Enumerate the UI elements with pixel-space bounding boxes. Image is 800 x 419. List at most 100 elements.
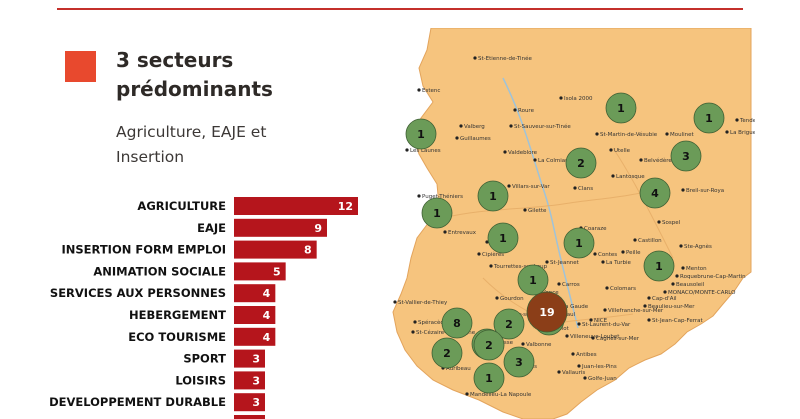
city-label: Valbonne [526, 342, 552, 348]
map-svg: St-Etienne-de-Tinée Isola 2000 Roure St-Sau… [392, 28, 755, 419]
city-label: Ste-Agnès [684, 243, 712, 250]
city-dot [459, 124, 463, 128]
city-dot [417, 194, 421, 198]
city-dot [571, 352, 575, 356]
city-label: Castillon [638, 238, 662, 244]
city-label: Antibes [576, 352, 597, 358]
city-label: St-Etienne-de-Tinée [478, 55, 532, 62]
city-dot [671, 282, 675, 286]
map-marker-count: 1 [655, 260, 663, 273]
bar-row: EAJE 9 [197, 218, 327, 237]
city-label: Gilette [528, 208, 547, 214]
city-label: Cipières [482, 251, 504, 258]
map-marker: 8 [441, 307, 473, 339]
city-label: Roure [518, 108, 535, 114]
city-dot [577, 322, 581, 326]
map-marker: 2 [565, 147, 597, 179]
bar [234, 284, 276, 303]
city-dot [573, 186, 577, 190]
map-marker: 3 [503, 346, 535, 378]
bar [234, 306, 276, 324]
map-marker: 1 [563, 227, 595, 259]
city-dot [665, 132, 669, 136]
bar [234, 327, 276, 346]
bar-value-label: 3 [252, 396, 260, 409]
map-marker: 2 [493, 308, 525, 340]
map-marker-count: 1 [417, 128, 425, 141]
city-dot [533, 158, 537, 162]
map-marker: 1 [477, 180, 509, 212]
city-label: La Gaude [562, 304, 589, 310]
city-label: Peille [626, 250, 641, 256]
city-dot [591, 336, 595, 340]
city-label: St-Sauveur-sur-Tinée [514, 123, 571, 130]
bar [234, 262, 286, 281]
city-label: Clans [578, 186, 593, 192]
map-marker-count: 2 [443, 347, 451, 360]
city-label: Biot [558, 326, 570, 332]
city-label: Puget-Théniers [422, 193, 463, 200]
map-marker-count: 1 [489, 190, 497, 203]
bar-row: SERVICES AUX PERSONNES 4 [50, 284, 276, 303]
city-label: Villeneuve-Loubet [570, 334, 620, 340]
bar-value-label: 8 [304, 244, 312, 257]
bar-value-label: 12 [338, 200, 353, 213]
bar-category-label: ECO TOURISME [128, 330, 226, 344]
city-label: Vallauris [562, 370, 585, 376]
city-dot [621, 250, 625, 254]
city-label: Juan-les-Pins [581, 364, 617, 370]
map-marker-count: 19 [539, 306, 554, 319]
map-marker-count: 1 [575, 237, 583, 250]
bar-category-label: ANIMATION SOCIALE [93, 264, 226, 278]
city-label: Les Launes [410, 148, 441, 154]
bar-row: ECO TOURISME 4 [128, 327, 276, 346]
city-label: St-Martin-de-Vésubie [600, 131, 658, 138]
city-label: Auribeau [446, 366, 471, 372]
bar-row: ANIMATION SOCIALE 5 [93, 262, 286, 281]
map-marker-count: 4 [651, 187, 659, 200]
bar-value-label: 5 [273, 265, 281, 278]
city-dot [633, 238, 637, 242]
map-marker: 2 [431, 337, 463, 369]
city-dot [577, 364, 581, 368]
city-dot [663, 290, 667, 294]
city-label: La Brigue [730, 130, 755, 136]
bar-value-label: 4 [263, 309, 271, 322]
bar-cut-off [234, 415, 265, 419]
city-label: Sospel [662, 220, 681, 226]
city-dot [593, 252, 597, 256]
city-label: St-Jean-Cap-Ferrat [652, 318, 704, 324]
map-marker: 1 [405, 118, 437, 150]
city-dot [473, 56, 477, 60]
city-dot [647, 318, 651, 322]
city-dot [647, 296, 651, 300]
city-dot [643, 304, 647, 308]
region-map: St-Etienne-de-Tinée Isola 2000 Roure St-Sau… [383, 28, 755, 419]
city-dot [605, 286, 609, 290]
map-marker-count: 2 [485, 339, 493, 352]
bar [234, 371, 265, 390]
bar-value-label: 3 [252, 374, 260, 387]
city-label: Villefranche-sur-Mer [608, 308, 664, 314]
map-marker-count: 1 [529, 274, 537, 287]
bar-category-label: SERVICES AUX PERSONNES [50, 286, 226, 300]
city-dot [443, 230, 447, 234]
bar-row: INSERTION FORM EMPLOI 8 [61, 240, 317, 259]
city-dot [601, 260, 605, 264]
map-marker: 3 [670, 140, 702, 172]
city-label: St-Laurent-du-Var [582, 322, 631, 328]
city-label: La Colmiane [538, 158, 573, 164]
city-label: Breil-sur-Roya [686, 188, 724, 194]
map-marker: 2 [473, 329, 505, 361]
city-label: Beaulieu-sur-Mer [648, 304, 695, 310]
city-label: Isola 2000 [564, 96, 593, 102]
city-dot [603, 308, 607, 312]
section-subtitle: Agriculture, EAJE et Insertion [116, 120, 356, 170]
city-dot [465, 392, 469, 396]
map-marker-count: 1 [485, 372, 493, 385]
city-label: Le Bar-sur-Loup [504, 312, 547, 318]
city-label: Cap-d'Ail [652, 296, 677, 302]
bar [234, 240, 317, 259]
city-dot [675, 274, 679, 278]
city-label: Tourrettes-sur-Loup [493, 264, 548, 270]
